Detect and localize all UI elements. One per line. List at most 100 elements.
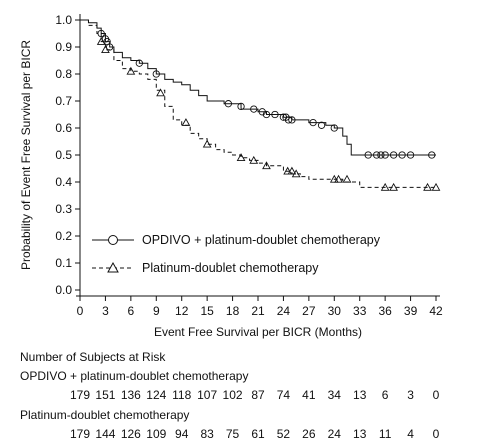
risk-count: 118 xyxy=(172,388,192,402)
opdivo-censor-mark xyxy=(284,116,293,124)
chemo-censor-mark xyxy=(423,182,432,191)
chemo-censor-mark xyxy=(126,66,136,75)
risk-count: 124 xyxy=(146,388,167,402)
opdivo-censor-mark xyxy=(237,102,245,111)
y-tick-label: 0.5 xyxy=(55,148,72,162)
chemo-censor-mark xyxy=(334,174,343,183)
opdivo-censor-mark xyxy=(135,59,143,67)
chemo-censor-mark xyxy=(342,174,352,183)
risk-count: 74 xyxy=(276,388,291,402)
risk-count: 61 xyxy=(251,427,265,441)
chemo-km-curve xyxy=(80,19,436,188)
x-tick-label: 0 xyxy=(77,304,84,318)
opdivo-censor-mark xyxy=(428,151,436,159)
y-tick-label: 0.3 xyxy=(55,202,72,216)
x-tick-label: 9 xyxy=(153,304,160,318)
opdivo-censor-mark xyxy=(389,151,398,159)
chemo-censor-mark xyxy=(236,153,246,162)
risk-row-label-opdivo: OPDIVO + platinum-doublet chemotherapy xyxy=(20,369,249,383)
y-tick-label: 0.6 xyxy=(55,121,72,135)
y-tick-label: 0.1 xyxy=(55,256,72,270)
y-tick-label: 0.0 xyxy=(55,283,72,297)
chemo-censor-mark xyxy=(156,88,165,97)
legend-marker-chemo xyxy=(107,261,119,273)
y-axis-label: Probability of Event Free Survival per B… xyxy=(19,40,33,270)
risk-count: 3 xyxy=(407,388,414,402)
chemo-censor-mark xyxy=(380,182,390,191)
opdivo-censor-mark xyxy=(373,151,381,159)
opdivo-censor-mark xyxy=(282,113,290,121)
risk-count: 94 xyxy=(175,427,189,441)
opdivo-censor-mark xyxy=(288,116,296,124)
chemo-censor-mark xyxy=(389,182,398,191)
x-tick-label: 12 xyxy=(175,304,189,318)
risk-count: 6 xyxy=(381,388,389,402)
risk-count: 4 xyxy=(407,427,414,441)
risk-count: 87 xyxy=(251,388,265,402)
x-tick-label: 33 xyxy=(353,304,367,318)
risk-count: 41 xyxy=(302,388,316,402)
risk-count: 24 xyxy=(327,427,341,441)
chemo-censor-mark xyxy=(329,174,339,183)
risk-count: 52 xyxy=(276,427,291,441)
opdivo-censor-mark xyxy=(364,151,372,159)
chemo-censor-mark xyxy=(262,161,271,170)
x-tick-label: 42 xyxy=(429,304,443,318)
risk-count: 151 xyxy=(95,388,116,402)
opdivo-censor-mark xyxy=(224,100,232,108)
chemo-censor-mark xyxy=(283,166,293,175)
risk-count: 13 xyxy=(353,427,367,441)
opdivo-censor-mark xyxy=(152,70,160,78)
risk-count: 107 xyxy=(197,388,218,402)
risk-count: 102 xyxy=(222,388,243,402)
chemo-censor-mark xyxy=(249,155,259,164)
x-tick-label: 6 xyxy=(128,304,135,318)
risk-count: 136 xyxy=(120,388,141,402)
opdivo-censor-mark xyxy=(317,121,326,129)
risk-count: 83 xyxy=(200,427,214,441)
risk-count: 144 xyxy=(95,427,116,441)
x-tick-label: 39 xyxy=(404,304,418,318)
y-tick-label: 0.8 xyxy=(55,67,72,81)
chemo-censor-mark xyxy=(287,166,297,175)
y-tick-label: 0.9 xyxy=(55,40,72,54)
y-tick-label: 0.2 xyxy=(55,229,72,243)
risk-count: 179 xyxy=(69,388,91,402)
chemo-censor-mark xyxy=(431,182,441,191)
opdivo-censor-mark xyxy=(398,151,406,159)
risk-count: 26 xyxy=(302,427,316,441)
risk-count: 0 xyxy=(432,427,440,441)
chemo-censor-mark xyxy=(291,169,301,178)
x-axis-label: Event Free Survival per BICR (Months) xyxy=(154,325,362,339)
legend-marker-opdivo xyxy=(108,235,118,245)
x-tick-label: 3 xyxy=(102,304,109,318)
risk-table-title: Number of Subjects at Risk xyxy=(20,350,166,364)
y-tick-label: 0.4 xyxy=(55,175,72,189)
risk-row-label-chemo: Platinum-doublet chemotherapy xyxy=(20,408,190,422)
y-tick-label: 0.7 xyxy=(55,94,72,108)
opdivo-censor-mark xyxy=(330,124,338,132)
x-tick-label: 27 xyxy=(302,304,316,318)
risk-count: 179 xyxy=(69,427,91,441)
chemo-censor-mark xyxy=(181,118,191,126)
opdivo-censor-mark xyxy=(271,110,279,119)
x-tick-label: 15 xyxy=(200,304,214,318)
risk-count: 126 xyxy=(120,427,141,441)
risk-count: 11 xyxy=(378,427,392,441)
chemo-censor-mark xyxy=(96,37,106,45)
x-tick-label: 21 xyxy=(251,304,265,318)
opdivo-censor-mark xyxy=(309,118,317,127)
opdivo-censor-mark xyxy=(406,151,415,159)
opdivo-censor-mark xyxy=(262,110,271,119)
opdivo-km-curve xyxy=(80,19,436,156)
y-tick-label: 1.0 xyxy=(55,13,72,27)
opdivo-censor-mark xyxy=(381,151,389,159)
risk-count: 109 xyxy=(146,427,167,441)
x-tick-label: 24 xyxy=(277,304,291,318)
risk-count: 34 xyxy=(327,388,341,402)
x-tick-label: 18 xyxy=(226,304,240,318)
chemo-censor-mark xyxy=(101,45,110,54)
risk-count: 13 xyxy=(353,388,367,402)
chemo-censor-mark xyxy=(202,139,212,148)
